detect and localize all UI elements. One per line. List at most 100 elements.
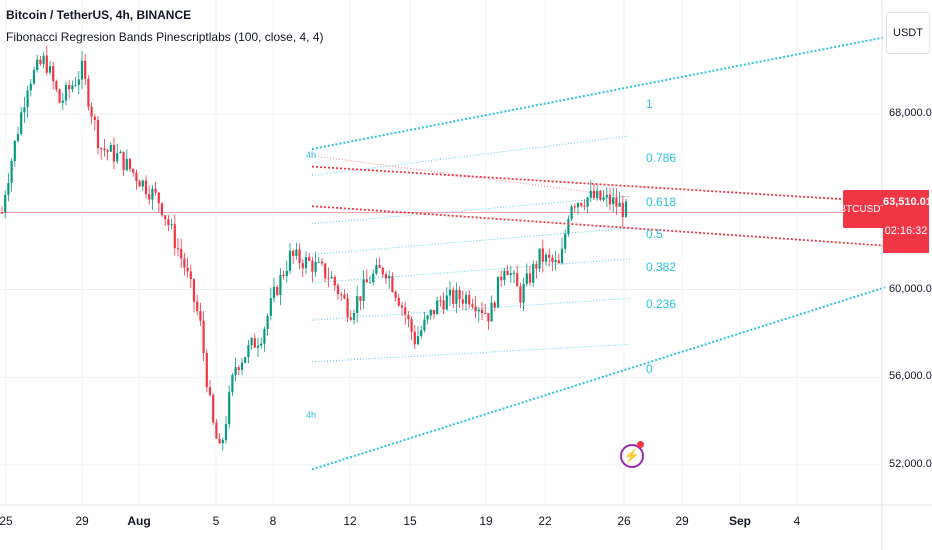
candle-body [109, 145, 112, 152]
candle-body [64, 85, 68, 101]
candle-body [96, 120, 100, 149]
fib-band-1 [311, 36, 886, 151]
candle-body [260, 343, 263, 346]
candle-body [247, 345, 250, 358]
candle-body [74, 84, 77, 86]
candle-body [426, 315, 429, 320]
y-axis-label: 68,000.00 [889, 107, 932, 119]
candle-body [573, 206, 576, 208]
candle-body [279, 274, 282, 295]
candle-body [503, 270, 506, 281]
candle-body [224, 424, 228, 440]
candle-body [301, 262, 304, 269]
fib-level-label: 0.786 [646, 151, 677, 165]
candle-body [445, 295, 448, 310]
candle-body [141, 180, 144, 187]
candle-body [333, 276, 336, 286]
candle-body [487, 313, 490, 322]
band-timeframe-label-bottom: 4h [306, 410, 317, 420]
candle-body [365, 279, 368, 283]
indicator-title[interactable]: Fibonacci Regresion Bands Pinescriptlabs… [6, 30, 324, 44]
candle-body [490, 302, 493, 322]
candle-body [500, 276, 503, 281]
candle-body [269, 298, 272, 316]
candle-body [39, 59, 42, 65]
candle-body [45, 55, 48, 73]
candle-body [509, 273, 512, 276]
fib-band-inner [311, 343, 631, 363]
candle-body [436, 300, 439, 315]
candle-body [397, 297, 400, 306]
candle-body [317, 261, 320, 263]
candle-body [420, 330, 423, 336]
candle-body [103, 148, 106, 151]
candle-body [410, 319, 413, 332]
candle-body [36, 59, 39, 70]
candle-body [532, 264, 535, 283]
x-axis-label: 8 [269, 514, 277, 528]
candle-body [100, 148, 103, 150]
candle-body [541, 248, 544, 262]
candle-body [512, 273, 516, 275]
candle-body [164, 215, 167, 220]
candle-body [592, 190, 596, 199]
candle-body [0, 212, 4, 214]
candle-body [468, 294, 471, 305]
y-axis-label: 60,000.00 [889, 282, 932, 295]
x-axis-label: 4 [793, 514, 801, 528]
candle-body [170, 224, 173, 226]
last-price-value: 63,510.01 [883, 196, 932, 208]
candle-body [519, 286, 522, 303]
candle-body [189, 271, 192, 280]
candle-body [292, 250, 295, 256]
candle-body [458, 290, 461, 300]
candle-body [596, 190, 599, 199]
candle-body [157, 192, 160, 204]
candle-body [10, 161, 13, 183]
y-axis-label: 56,000.00 [889, 370, 932, 383]
candle-body [205, 353, 208, 388]
candle-body [618, 202, 621, 207]
candle-body [599, 190, 602, 200]
candle-body [352, 312, 356, 320]
fib-level-label: 1 [646, 97, 653, 111]
fib-band-inner [311, 297, 631, 321]
candle-body [80, 60, 84, 80]
candle-body [525, 273, 528, 284]
candle-body [122, 151, 125, 171]
candle-body [250, 338, 253, 346]
candle-body [173, 224, 176, 249]
candle-body [71, 85, 74, 90]
candle-body [461, 299, 464, 304]
candle-body [407, 314, 410, 320]
candle-body [212, 394, 215, 423]
candle-body [202, 320, 205, 354]
fib-band-inner [311, 135, 631, 176]
candle-body [32, 69, 36, 84]
chart-legend: Bitcoin / TetherUS, 4h, BINANCE Fibonacc… [6, 4, 324, 48]
candle-body [589, 190, 592, 198]
candle-body [624, 201, 628, 217]
x-axis-label: 26 [617, 514, 631, 528]
candle-body [13, 140, 16, 162]
candle-body [84, 60, 87, 79]
candle-body [298, 249, 301, 263]
y-axis-label: 52,000.00 [889, 458, 932, 470]
candle-body [343, 294, 346, 299]
last-price-tag: 63,510.01 02:16:32 [883, 190, 932, 253]
lightning-icon[interactable]: ⚡ [620, 444, 644, 468]
candle-body [61, 100, 64, 103]
candle-body [266, 315, 269, 329]
symbol-title[interactable]: Bitcoin / TetherUS, 4h, BINANCE [6, 8, 192, 22]
candle-body [231, 374, 234, 393]
candle-body [263, 328, 266, 344]
candle-body [567, 219, 570, 234]
candle-body [272, 286, 276, 299]
currency-button[interactable]: USDT [886, 12, 930, 54]
candle-body [228, 392, 231, 425]
candle-body [29, 83, 32, 91]
candle-body [538, 248, 541, 269]
fib-level-label: 0 [646, 362, 653, 376]
candle-body [320, 261, 324, 264]
